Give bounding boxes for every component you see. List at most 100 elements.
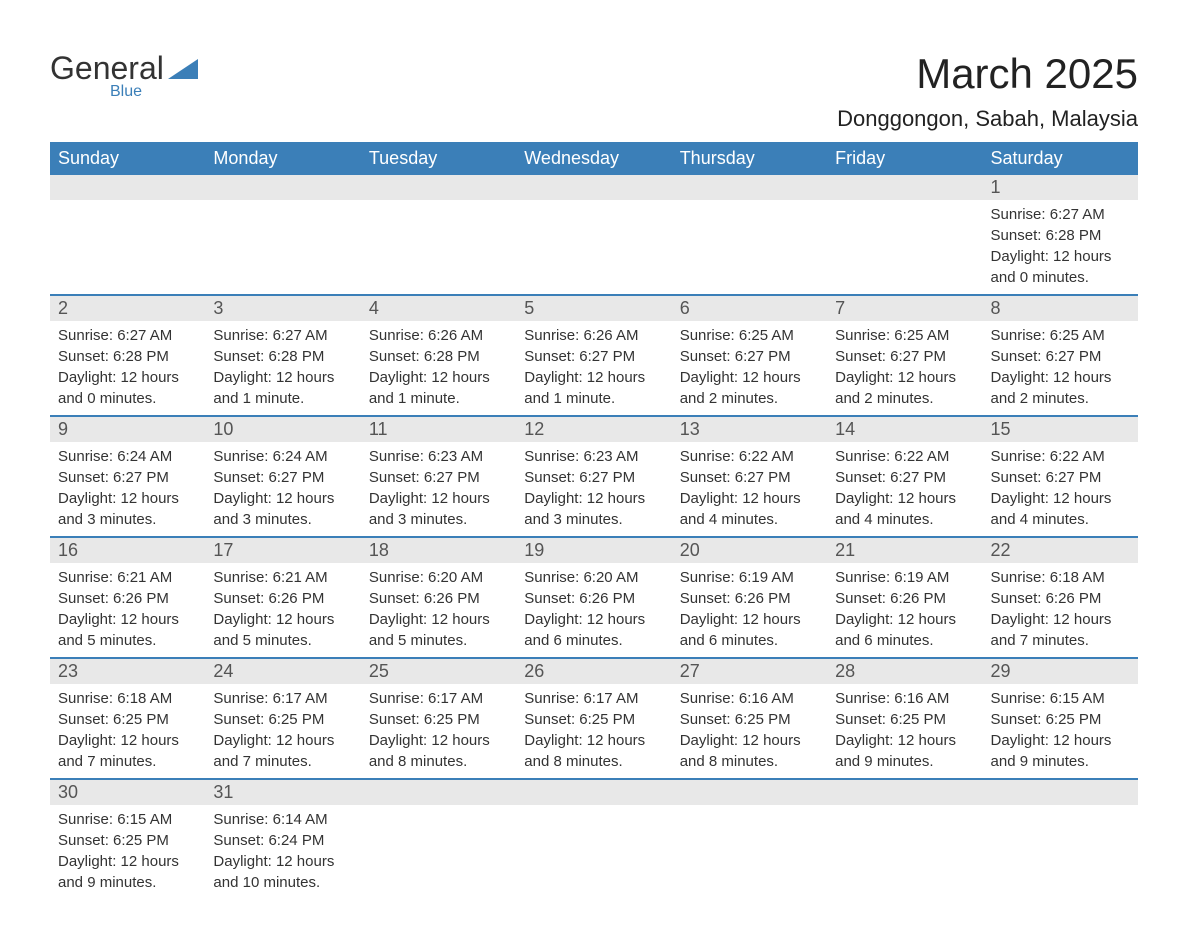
- daylight-text-1: Daylight: 12 hours: [680, 488, 819, 509]
- daynum-row: 23242526272829: [50, 658, 1138, 684]
- sunrise-text: Sunrise: 6:17 AM: [213, 688, 352, 709]
- day-data-cell: Sunrise: 6:23 AMSunset: 6:27 PMDaylight:…: [516, 442, 671, 537]
- day-number-cell: 17: [205, 537, 360, 563]
- sunrise-text: Sunrise: 6:17 AM: [524, 688, 663, 709]
- daylight-text-2: and 5 minutes.: [213, 630, 352, 651]
- sunrise-text: Sunrise: 6:18 AM: [58, 688, 197, 709]
- day-number-cell: 5: [516, 295, 671, 321]
- day-data-cell: Sunrise: 6:14 AMSunset: 6:24 PMDaylight:…: [205, 805, 360, 899]
- daynum-row: 9101112131415: [50, 416, 1138, 442]
- sunrise-text: Sunrise: 6:22 AM: [835, 446, 974, 467]
- day-data-cell: Sunrise: 6:20 AMSunset: 6:26 PMDaylight:…: [361, 563, 516, 658]
- sunrise-text: Sunrise: 6:25 AM: [991, 325, 1130, 346]
- day-number-cell: 2: [50, 295, 205, 321]
- day-data-cell: Sunrise: 6:27 AMSunset: 6:28 PMDaylight:…: [205, 321, 360, 416]
- day-number-cell: 30: [50, 779, 205, 805]
- day-header: Wednesday: [516, 142, 671, 175]
- daynum-row: 2345678: [50, 295, 1138, 321]
- sunset-text: Sunset: 6:28 PM: [369, 346, 508, 367]
- sunset-text: Sunset: 6:28 PM: [213, 346, 352, 367]
- day-data-cell: [827, 805, 982, 899]
- day-data-cell: Sunrise: 6:17 AMSunset: 6:25 PMDaylight:…: [205, 684, 360, 779]
- sunrise-text: Sunrise: 6:16 AM: [680, 688, 819, 709]
- day-data-cell: Sunrise: 6:22 AMSunset: 6:27 PMDaylight:…: [983, 442, 1138, 537]
- daylight-text-2: and 2 minutes.: [991, 388, 1130, 409]
- daylight-text-2: and 4 minutes.: [680, 509, 819, 530]
- daydata-row: Sunrise: 6:18 AMSunset: 6:25 PMDaylight:…: [50, 684, 1138, 779]
- day-data-cell: Sunrise: 6:19 AMSunset: 6:26 PMDaylight:…: [672, 563, 827, 658]
- daylight-text-2: and 6 minutes.: [524, 630, 663, 651]
- daydata-row: Sunrise: 6:21 AM Sunset: 6:26 PM Daylight:…: [50, 563, 1138, 658]
- daylight-text-1: Daylight: 12 hours: [835, 730, 974, 751]
- daydata-row: Sunrise: 6:24 AMSunset: 6:27 PMDaylight:…: [50, 442, 1138, 537]
- day-number-cell: [672, 175, 827, 200]
- day-number-cell: 28: [827, 658, 982, 684]
- day-number-cell: 24: [205, 658, 360, 684]
- daylight-text-2: and 6 minutes.: [680, 630, 819, 651]
- day-number-cell: [516, 175, 671, 200]
- daylight-text-1: Daylight: 12 hours: [680, 609, 819, 630]
- daylight-text-1: Daylight: 12 hours: [369, 730, 508, 751]
- day-data-cell: Sunrise: 6:23 AMSunset: 6:27 PMDaylight:…: [361, 442, 516, 537]
- day-number-cell: 10: [205, 416, 360, 442]
- sunrise-text: Sunrise: 6:25 AM: [680, 325, 819, 346]
- day-data-cell: Sunrise: 6:20 AMSunset: 6:26 PMDaylight:…: [516, 563, 671, 658]
- daylight-text-1: Daylight: 12 hours: [991, 246, 1130, 267]
- daylight-text-1: Daylight: 12 hours: [991, 730, 1130, 751]
- location-subtitle: Donggongon, Sabah, Malaysia: [837, 106, 1138, 132]
- daydata-row: Sunrise: 6:27 AMSunset: 6:28 PMDaylight:…: [50, 200, 1138, 295]
- daylight-text-2: and 9 minutes.: [58, 872, 197, 893]
- day-header: Friday: [827, 142, 982, 175]
- daylight-text-1: Daylight: 12 hours: [213, 730, 352, 751]
- daydata-row: Sunrise: 6:27 AMSunset: 6:28 PMDaylight:…: [50, 321, 1138, 416]
- day-data-cell: [50, 200, 205, 295]
- daydata-row: Sunrise: 6:15 AMSunset: 6:25 PMDaylight:…: [50, 805, 1138, 899]
- daylight-text-1: Daylight: 12 hours: [835, 488, 974, 509]
- sunset-text: Sunset: 6:27 PM: [835, 467, 974, 488]
- day-number-cell: [983, 779, 1138, 805]
- daylight-text-2: and 7 minutes.: [991, 630, 1130, 651]
- daylight-text-2: and 9 minutes.: [835, 751, 974, 772]
- daylight-text-1: Daylight: 12 hours: [524, 367, 663, 388]
- sunrise-text: Sunrise: 6:15 AM: [58, 809, 197, 830]
- logo: General Blue: [50, 50, 198, 101]
- day-number-cell: 9: [50, 416, 205, 442]
- daylight-text-2: and 10 minutes.: [213, 872, 352, 893]
- daylight-text-2: and 5 minutes.: [58, 630, 197, 651]
- sunrise-text: Sunrise: 6:20 AM: [524, 567, 663, 588]
- day-number-cell: 18: [361, 537, 516, 563]
- day-number-cell: [827, 175, 982, 200]
- sunset-text: Sunset: 6:27 PM: [58, 467, 197, 488]
- daylight-text-2: and 8 minutes.: [524, 751, 663, 772]
- logo-word2: Blue: [110, 83, 142, 101]
- day-data-cell: Sunrise: 6:22 AMSunset: 6:27 PMDaylight:…: [827, 442, 982, 537]
- day-data-cell: Sunrise: 6:24 AMSunset: 6:27 PMDaylight:…: [205, 442, 360, 537]
- day-number-cell: 20: [672, 537, 827, 563]
- sunrise-text: Sunrise: 6:27 AM: [213, 325, 352, 346]
- sunset-text: Sunset: 6:27 PM: [369, 467, 508, 488]
- calendar-table: Sunday Monday Tuesday Wednesday Thursday…: [50, 142, 1138, 899]
- sunrise-text: Sunrise: 6:24 AM: [58, 446, 197, 467]
- sunset-text: Sunset: 6:26 PM: [991, 588, 1130, 609]
- sunset-text: Sunset: 6:25 PM: [524, 709, 663, 730]
- logo-word1: General: [50, 50, 164, 87]
- sunset-text: Sunset: 6:28 PM: [58, 346, 197, 367]
- daylight-text-1: Daylight: 12 hours: [835, 367, 974, 388]
- day-number-cell: [516, 779, 671, 805]
- day-header: Tuesday: [361, 142, 516, 175]
- day-number-cell: 27: [672, 658, 827, 684]
- sunset-text: Sunset: 6:25 PM: [58, 830, 197, 851]
- day-number-cell: 29: [983, 658, 1138, 684]
- sunrise-text: Sunrise: 6:21 AM: [213, 567, 352, 588]
- day-number-cell: 21: [827, 537, 982, 563]
- day-number-cell: 7: [827, 295, 982, 321]
- sunset-text: Sunset: 6:26 PM: [369, 588, 508, 609]
- day-number-cell: 16: [50, 537, 205, 563]
- day-data-cell: [983, 805, 1138, 899]
- daylight-text-1: Daylight: 12 hours: [369, 367, 508, 388]
- day-data-cell: Sunrise: 6:27 AMSunset: 6:28 PMDaylight:…: [983, 200, 1138, 295]
- day-data-cell: [205, 200, 360, 295]
- sunset-text: Sunset: 6:27 PM: [213, 467, 352, 488]
- daylight-text-1: Daylight: 12 hours: [835, 609, 974, 630]
- sunset-text: Sunset: 6:25 PM: [369, 709, 508, 730]
